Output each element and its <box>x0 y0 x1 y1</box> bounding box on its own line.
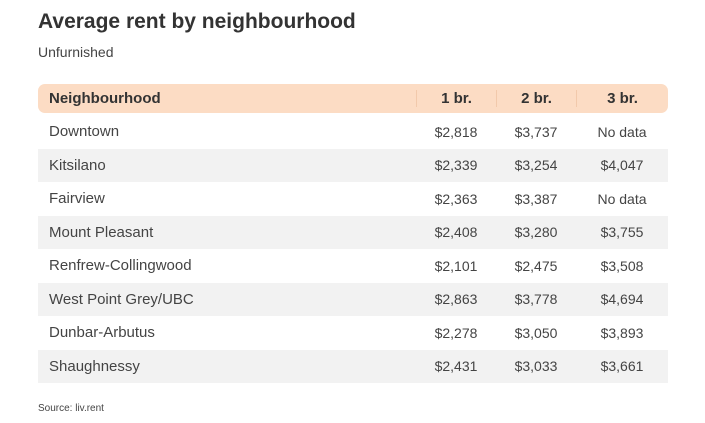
cell-3br: $3,661 <box>600 358 644 375</box>
cell-2br: $3,737 <box>514 123 558 140</box>
table-body: Downtown $2,818 $3,737 No data Kitsilano $2,3… <box>38 115 668 383</box>
cell-neighbourhood: Kitsilano <box>49 156 106 174</box>
cell-2br: $3,254 <box>514 157 558 174</box>
cell-1br: $2,408 <box>434 224 478 241</box>
cell-1br: $2,818 <box>434 123 478 140</box>
cell-2br: $3,280 <box>514 224 558 241</box>
table-header-row: Neighbourhood 1 br. 2 br. 3 br. <box>38 84 668 113</box>
cell-2br: $2,475 <box>514 257 558 274</box>
table-row: Shaughnessy $2,431 $3,033 $3,661 <box>38 349 668 383</box>
chart-subtitle: Unfurnished <box>38 44 114 60</box>
cell-3br: $3,755 <box>600 224 644 241</box>
table-row: Fairview $2,363 $3,387 No data <box>38 182 668 216</box>
cell-neighbourhood: Shaughnessy <box>49 357 140 375</box>
table-row: West Point Grey/UBC $2,863 $3,778 $4,694 <box>38 282 668 316</box>
table-row: Downtown $2,818 $3,737 No data <box>38 115 668 149</box>
cell-2br: $3,033 <box>514 358 558 375</box>
column-header-neighbourhood: Neighbourhood <box>49 90 161 107</box>
cell-1br: $2,431 <box>434 358 478 375</box>
cell-1br: $2,863 <box>434 291 478 308</box>
table-row: Mount Pleasant $2,408 $3,280 $3,755 <box>38 215 668 249</box>
cell-1br: $2,278 <box>434 324 478 341</box>
cell-2br: $3,778 <box>514 291 558 308</box>
source-note: Source: liv.rent <box>38 403 104 414</box>
cell-neighbourhood: Mount Pleasant <box>49 223 154 241</box>
cell-3br: No data <box>597 190 647 207</box>
cell-2br: $3,050 <box>514 324 558 341</box>
column-header-2br: 2 br. <box>496 90 576 107</box>
cell-3br: $4,047 <box>600 157 644 174</box>
column-header-3br: 3 br. <box>576 90 668 107</box>
cell-2br: $3,387 <box>514 190 558 207</box>
cell-neighbourhood: Fairview <box>49 190 105 208</box>
cell-3br: No data <box>597 123 647 140</box>
cell-1br: $2,101 <box>434 257 478 274</box>
cell-neighbourhood: Renfrew-Collingwood <box>49 257 192 275</box>
cell-1br: $2,363 <box>434 190 478 207</box>
rent-table: Neighbourhood 1 br. 2 br. 3 br. Downtown… <box>38 84 668 383</box>
table-row: Dunbar-Arbutus $2,278 $3,050 $3,893 <box>38 316 668 350</box>
table-row: Renfrew-Collingwood $2,101 $2,475 $3,508 <box>38 249 668 283</box>
cell-3br: $3,508 <box>600 257 644 274</box>
cell-3br: $3,893 <box>600 324 644 341</box>
cell-3br: $4,694 <box>600 291 644 308</box>
cell-neighbourhood: Downtown <box>49 123 120 141</box>
cell-1br: $2,339 <box>434 157 478 174</box>
column-header-1br: 1 br. <box>416 90 496 107</box>
cell-neighbourhood: West Point Grey/UBC <box>49 290 194 308</box>
chart-title: Average rent by neighbourhood <box>38 10 356 33</box>
table-row: Kitsilano $2,339 $3,254 $4,047 <box>38 148 668 182</box>
cell-neighbourhood: Dunbar-Arbutus <box>49 324 155 342</box>
